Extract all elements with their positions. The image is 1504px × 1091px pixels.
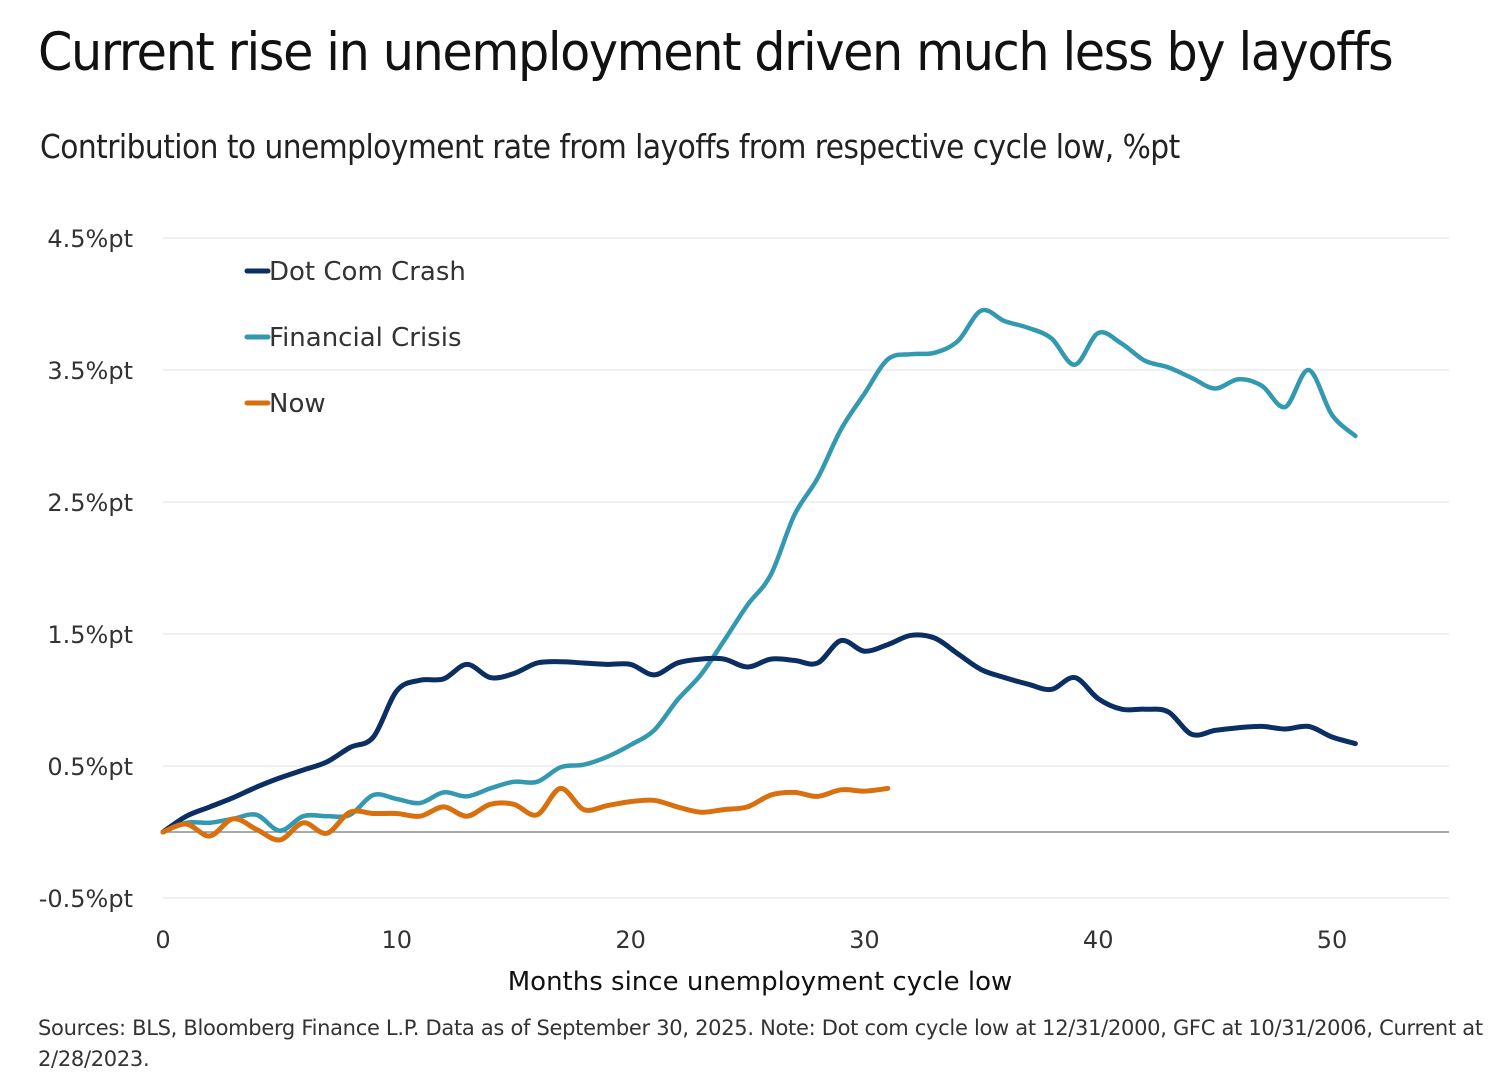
series-line-now [160, 785, 891, 843]
y-tick-label: 0.5%pt [47, 753, 133, 781]
x-tick-label: 10 [382, 926, 413, 954]
series-lines [160, 307, 1358, 843]
source-note: Sources: BLS, Bloomberg Finance L.P. Dat… [38, 1016, 1483, 1071]
x-tick-label: 0 [155, 926, 170, 954]
line-chart: -0.5%pt 0.5%pt 1.5%pt 2.5%pt 3.5%pt 4.5%pt 0 1… [39, 225, 1449, 997]
chart-subtitle: Contribution to unemployment rate from l… [40, 127, 1180, 166]
y-tick-label: 1.5%pt [47, 621, 133, 649]
x-tick-label: 20 [615, 926, 646, 954]
x-tick-label: 40 [1083, 926, 1114, 954]
series-line-dot-com-crash [160, 632, 1358, 835]
legend: Dot Com Crash Financial Crisis Now [244, 257, 466, 419]
legend-label: Financial Crisis [269, 323, 462, 353]
chart-title: Current rise in unemployment driven much… [38, 22, 1394, 83]
series-line-financial-crisis [160, 307, 1358, 835]
x-tick-label: 50 [1317, 926, 1348, 954]
legend-label: Dot Com Crash [269, 257, 466, 287]
x-tick-label: 30 [849, 926, 880, 954]
y-tick-label: 3.5%pt [47, 357, 133, 385]
x-axis-label: Months since unemployment cycle low [508, 967, 1013, 997]
y-tick-label: -0.5%pt [39, 885, 133, 913]
y-tick-label: 4.5%pt [47, 225, 133, 253]
y-axis-ticks: -0.5%pt 0.5%pt 1.5%pt 2.5%pt 3.5%pt 4.5%pt [39, 225, 133, 913]
legend-label: Now [269, 389, 326, 419]
x-axis-ticks: 0 10 20 30 40 50 [155, 926, 1347, 954]
y-tick-label: 2.5%pt [47, 489, 133, 517]
gridlines [163, 237, 1449, 899]
